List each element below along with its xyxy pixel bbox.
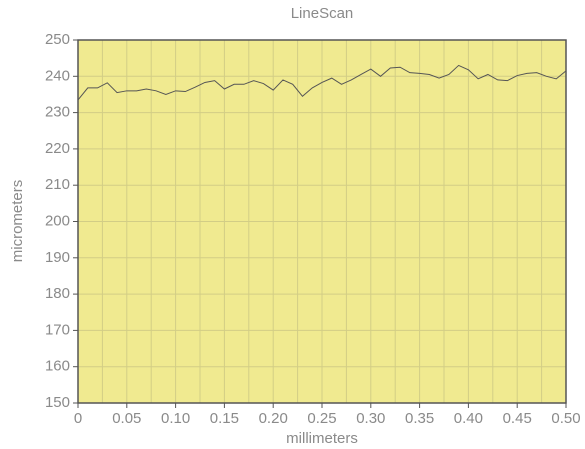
x-tick-label: 0.30 <box>356 410 385 427</box>
y-tick-label: 150 <box>45 394 70 411</box>
y-tick-label: 230 <box>45 104 70 121</box>
y-tick-label: 190 <box>45 249 70 266</box>
y-tick-label: 210 <box>45 176 70 193</box>
data-line <box>77 64 567 101</box>
y-tick-label: 180 <box>45 285 70 302</box>
y-tick-label: 200 <box>45 212 70 229</box>
x-tick-label: 0.15 <box>210 410 239 427</box>
y-tick-label: 160 <box>45 358 70 375</box>
x-tick-label: 0.40 <box>454 410 483 427</box>
x-tick-label: 0.50 <box>551 410 580 427</box>
y-tick-label: 250 <box>45 31 70 48</box>
plot-border <box>77 39 567 404</box>
chart-title: LineScan <box>291 5 354 22</box>
x-tick-label: 0.35 <box>405 410 434 427</box>
x-tick-label: 0.45 <box>503 410 532 427</box>
x-tick-label: 0.25 <box>307 410 336 427</box>
x-tick-label: 0 <box>74 410 82 427</box>
x-tick-label: 0.20 <box>259 410 288 427</box>
x-tick-label: 0.10 <box>161 410 190 427</box>
x-tick-label: 0.05 <box>112 410 141 427</box>
y-tick-label: 220 <box>45 140 70 157</box>
y-axis-label: micrometers <box>9 180 26 263</box>
x-axis-label: millimeters <box>286 430 358 447</box>
y-tick-label: 170 <box>45 321 70 338</box>
y-tick-label: 240 <box>45 67 70 84</box>
